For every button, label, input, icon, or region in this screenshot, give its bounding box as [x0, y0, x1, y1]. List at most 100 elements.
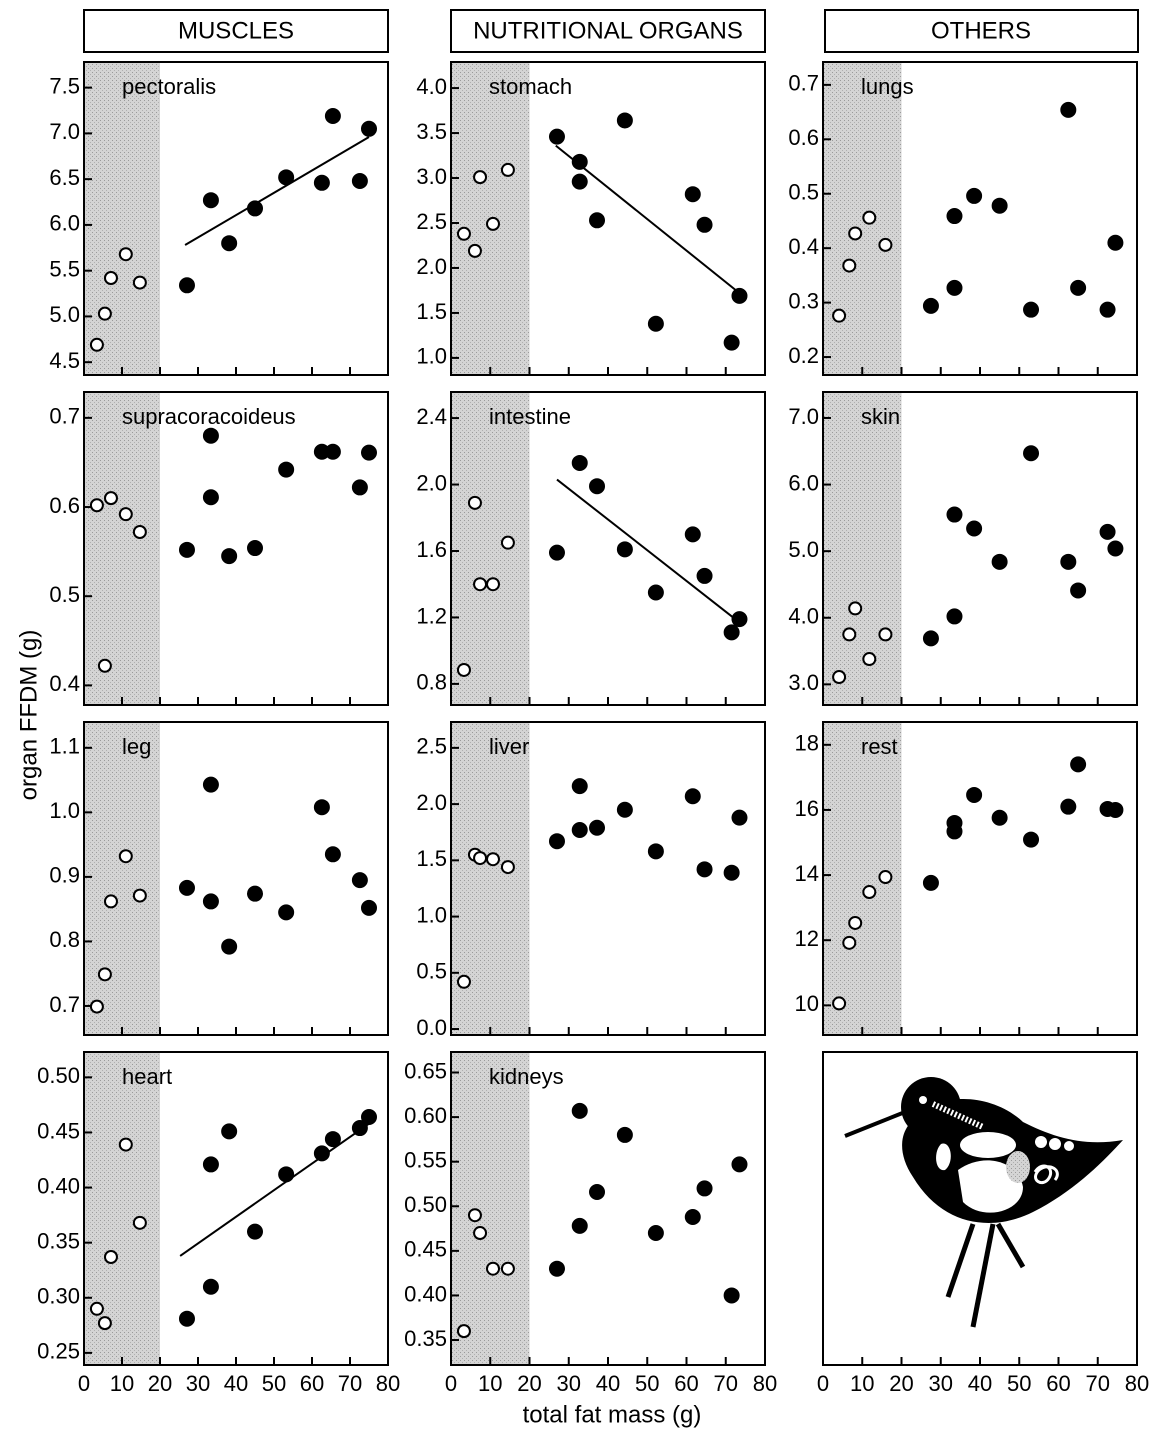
filled-point — [1060, 101, 1077, 118]
filled-point — [991, 553, 1008, 570]
y-tick-label: 1.5 — [416, 299, 447, 324]
filled-point — [696, 861, 713, 878]
filled-point — [548, 1260, 565, 1277]
y-tick-label: 0.6 — [788, 125, 819, 150]
panel-frame — [83, 1051, 389, 1366]
open-point — [862, 652, 877, 667]
shaded-region — [84, 722, 160, 1035]
y-tick-label: 6.0 — [49, 211, 80, 236]
open-point — [467, 1208, 482, 1223]
y-tick-label: 4.0 — [788, 604, 819, 629]
open-point — [485, 577, 500, 592]
panel-label: pectoralis — [122, 74, 216, 99]
x-tick-label: 40 — [224, 1371, 248, 1396]
x-tick-label: 40 — [596, 1371, 620, 1396]
x-tick-label: 70 — [714, 1371, 738, 1396]
open-point — [456, 974, 471, 989]
filled-point — [1107, 540, 1124, 557]
filled-point — [946, 608, 963, 625]
y-tick-label: 0.4 — [788, 234, 819, 259]
filled-point — [1023, 445, 1040, 462]
panel-label: heart — [122, 1064, 172, 1089]
filled-point — [548, 544, 565, 561]
open-point — [89, 999, 104, 1014]
shaded-region — [84, 1052, 160, 1365]
filled-point — [202, 1156, 219, 1173]
filled-point — [278, 169, 295, 186]
panel: 4.5 5.0 5.5 6.0 6.5 7.0 7.5 pectoralis — [49, 61, 389, 376]
filled-point — [647, 1225, 664, 1242]
x-tick-label: 0 — [78, 1371, 90, 1396]
filled-point — [723, 864, 740, 881]
filled-point — [647, 843, 664, 860]
y-tick-label: 0.3 — [788, 288, 819, 313]
filled-point — [571, 153, 588, 170]
filled-point — [723, 334, 740, 351]
open-point — [132, 525, 147, 540]
filled-point — [221, 235, 238, 252]
panel: 0 10 20 30 40 50 60 70 80 — [817, 1051, 1149, 1396]
open-point — [456, 226, 471, 241]
open-point — [832, 308, 847, 323]
panel-label: liver — [489, 734, 529, 759]
panel: 0.4 0.5 0.6 0.7 supracoracoideus — [49, 391, 389, 706]
filled-point — [571, 1217, 588, 1234]
y-tick-label: 6.0 — [788, 470, 819, 495]
y-tick-label: 1.5 — [416, 846, 447, 871]
panel: 0 10 20 30 40 50 60 70 80 0.35 0.40 0.45 0.50 0.55 0.6… — [404, 1051, 777, 1396]
filled-point — [202, 1278, 219, 1295]
y-tick-label: 14 — [795, 861, 819, 886]
filled-point — [647, 584, 664, 601]
filled-point — [571, 454, 588, 471]
filled-point — [991, 809, 1008, 826]
open-point — [89, 337, 104, 352]
y-tick-label: 4.5 — [49, 348, 80, 373]
x-tick-label: 10 — [478, 1371, 502, 1396]
open-point — [473, 1226, 488, 1241]
x-tick-label: 80 — [376, 1371, 400, 1396]
column-headers: MUSCLES NUTRITIONAL ORGANS OTHERS — [83, 9, 1139, 53]
y-tick-label: 0.35 — [404, 1326, 447, 1351]
shaded-region — [451, 1052, 530, 1365]
filled-point — [616, 541, 633, 558]
filled-point — [351, 479, 368, 496]
open-point — [862, 210, 877, 225]
y-tick-label: 5.0 — [49, 302, 80, 327]
filled-point — [966, 187, 983, 204]
filled-point — [324, 107, 341, 124]
open-point — [485, 852, 500, 867]
filled-point — [571, 1102, 588, 1119]
x-tick-label: 60 — [1046, 1371, 1070, 1396]
filled-point — [278, 461, 295, 478]
filled-point — [278, 1166, 295, 1183]
panel-label: supracoracoideus — [122, 404, 296, 429]
y-tick-label: 0.55 — [404, 1147, 447, 1172]
open-point — [500, 1261, 515, 1276]
filled-point — [1070, 582, 1087, 599]
x-tick-label: 20 — [148, 1371, 172, 1396]
open-point — [103, 491, 118, 506]
panel-frame — [822, 721, 1138, 1036]
filled-point — [946, 506, 963, 523]
filled-point — [966, 786, 983, 803]
open-point — [848, 601, 863, 616]
filled-point — [361, 1109, 377, 1126]
panel-frame — [822, 391, 1138, 706]
shaded-region — [84, 392, 160, 705]
open-point — [103, 1249, 118, 1264]
filled-point — [966, 520, 983, 537]
filled-point — [922, 297, 939, 314]
panel: 0.7 0.8 0.9 1.0 1.1 leg — [49, 721, 389, 1036]
filled-point — [696, 1180, 713, 1197]
y-tick-label: 2.4 — [416, 404, 447, 429]
filled-point — [361, 444, 377, 461]
filled-point — [589, 819, 606, 836]
panels: 4.5 5.0 5.5 6.0 6.5 7.0 7.5 pectoralis 0.4 0.5 0.6… — [37, 61, 1149, 1396]
x-tick-label: 0 — [445, 1371, 457, 1396]
open-point — [132, 1215, 147, 1230]
y-tick-label: 0.5 — [49, 582, 80, 607]
x-tick-label: 20 — [889, 1371, 913, 1396]
filled-point — [1070, 279, 1087, 296]
y-tick-label: 5.5 — [49, 256, 80, 281]
x-tick-label: 0 — [817, 1371, 829, 1396]
